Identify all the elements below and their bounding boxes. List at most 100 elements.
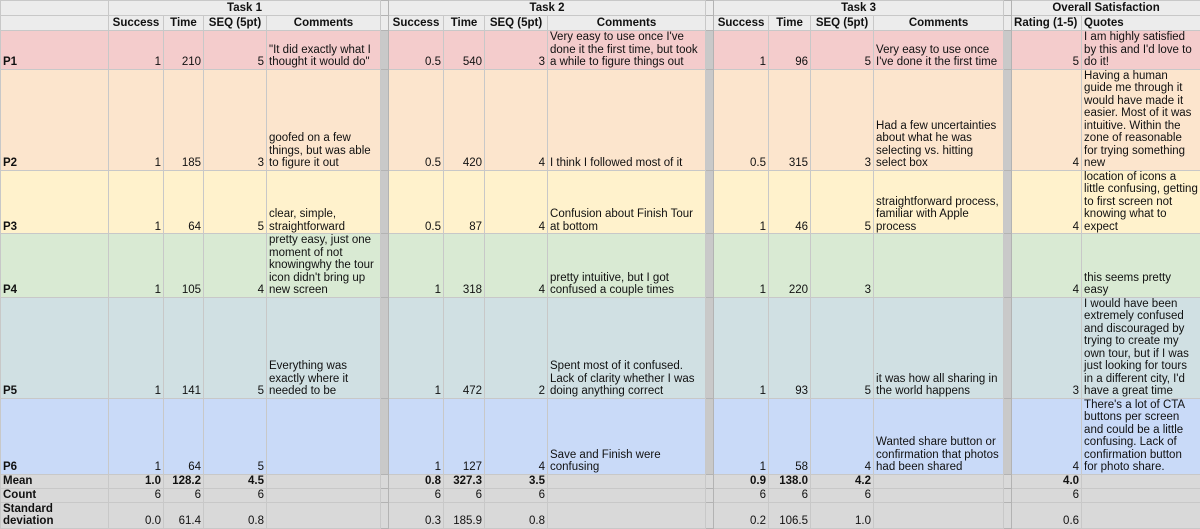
rating-cell: 4 <box>1012 234 1082 298</box>
task-1-seq-cell: 5 <box>204 297 267 398</box>
header-time: Time <box>769 16 811 31</box>
quote-summary <box>1082 502 1200 528</box>
column-separator <box>706 502 714 528</box>
header-seq: SEQ (5pt) <box>811 16 874 31</box>
column-separator <box>1004 1 1012 16</box>
task-2-seq-cell: 4 <box>485 170 548 234</box>
participant-label: P4 <box>1 234 109 298</box>
task-2-time-cell: 420 <box>444 69 485 170</box>
task-3-time-summary: 6 <box>769 488 811 502</box>
task-3-seq-cell: 4 <box>811 398 874 474</box>
rating-cell: 5 <box>1012 31 1082 70</box>
task-3-comment-summary <box>874 474 1004 488</box>
column-separator <box>1004 502 1012 528</box>
summary-label: Mean <box>1 474 109 488</box>
quote-summary <box>1082 474 1200 488</box>
rating-summary: 6 <box>1012 488 1082 502</box>
task-2-time-cell: 318 <box>444 234 485 298</box>
task-1-seq-cell: 5 <box>204 31 267 70</box>
quote-cell: location of icons a little confusing, ge… <box>1082 170 1200 234</box>
task-1-success-summary: 1.0 <box>109 474 164 488</box>
task-2-time-cell: 87 <box>444 170 485 234</box>
column-separator <box>381 31 389 70</box>
task-1-success-cell: 1 <box>109 69 164 170</box>
task-1-comment-cell: "It did exactly what I thought it would … <box>267 31 381 70</box>
column-separator <box>381 297 389 398</box>
task-3-comment-cell <box>874 234 1004 298</box>
task-1-comment-cell: goofed on a few things, but was able to … <box>267 69 381 170</box>
header-comments: Comments <box>874 16 1004 31</box>
task-2-seq-cell: 4 <box>485 398 548 474</box>
task-2-time-summary: 327.3 <box>444 474 485 488</box>
rating-cell: 4 <box>1012 170 1082 234</box>
task-3-time-cell: 315 <box>769 69 811 170</box>
task-2-comment-cell: Very easy to use once I've done it the f… <box>548 31 706 70</box>
column-separator <box>706 69 714 170</box>
task-3-time-cell: 220 <box>769 234 811 298</box>
column-separator <box>706 170 714 234</box>
task-2-comment-cell: I think I followed most of it <box>548 69 706 170</box>
task-2-comment-cell: Save and Finish were confusing <box>548 398 706 474</box>
column-separator <box>1004 297 1012 398</box>
task-3-comment-cell: straightforward process, familiar with A… <box>874 170 1004 234</box>
task-3-seq-summary: 1.0 <box>811 502 874 528</box>
task-2-success-cell: 0.5 <box>389 31 444 70</box>
column-separator <box>706 398 714 474</box>
task-3-seq-cell: 3 <box>811 234 874 298</box>
column-separator <box>381 398 389 474</box>
task-1-seq-cell: 5 <box>204 398 267 474</box>
participant-label: P6 <box>1 398 109 474</box>
task-1-time-cell: 105 <box>164 234 204 298</box>
task-2-time-cell: 127 <box>444 398 485 474</box>
task-3-comment-cell: Wanted share button or confirmation that… <box>874 398 1004 474</box>
task-3-comment-cell: Very easy to use once I've done it the f… <box>874 31 1004 70</box>
task-2-seq-cell: 2 <box>485 297 548 398</box>
header-row-groups: Task 1 Task 2 Task 3 Overall Satisfactio… <box>1 1 1200 16</box>
task-1-success-cell: 1 <box>109 31 164 70</box>
header-seq: SEQ (5pt) <box>485 16 548 31</box>
task-3-seq-cell: 3 <box>811 69 874 170</box>
header-rating: Rating (1-5) <box>1012 16 1082 31</box>
task-1-time-cell: 210 <box>164 31 204 70</box>
task-1-success-summary: 6 <box>109 488 164 502</box>
header-comments: Comments <box>267 16 381 31</box>
column-separator <box>706 31 714 70</box>
quote-cell: There's a lot of CTA buttons per screen … <box>1082 398 1200 474</box>
task-3-time-cell: 46 <box>769 170 811 234</box>
column-separator <box>1004 170 1012 234</box>
column-separator <box>381 488 389 502</box>
header-comments: Comments <box>548 16 706 31</box>
task-1-time-cell: 185 <box>164 69 204 170</box>
task-2-seq-cell: 4 <box>485 69 548 170</box>
task-3-success-cell: 1 <box>714 398 769 474</box>
task-2-time-cell: 540 <box>444 31 485 70</box>
header-overall-satisfaction: Overall Satisfaction <box>1012 1 1200 16</box>
task-1-time-cell: 64 <box>164 170 204 234</box>
summary-label: Count <box>1 488 109 502</box>
task-1-success-cell: 1 <box>109 234 164 298</box>
task-1-seq-cell: 5 <box>204 170 267 234</box>
task-3-seq-summary: 4.2 <box>811 474 874 488</box>
column-separator <box>381 474 389 488</box>
task-1-seq-cell: 4 <box>204 234 267 298</box>
column-separator <box>706 1 714 16</box>
column-separator <box>706 234 714 298</box>
column-separator <box>706 474 714 488</box>
header-success: Success <box>109 16 164 31</box>
task-3-comment-summary <box>874 502 1004 528</box>
quote-cell: this seems pretty easy <box>1082 234 1200 298</box>
task-2-success-summary: 0.3 <box>389 502 444 528</box>
task-3-success-cell: 1 <box>714 297 769 398</box>
task-2-success-summary: 6 <box>389 488 444 502</box>
task-1-seq-summary: 6 <box>204 488 267 502</box>
task-2-time-summary: 185.9 <box>444 502 485 528</box>
header-blank <box>1 1 109 16</box>
column-separator <box>1004 234 1012 298</box>
task-3-success-summary: 0.9 <box>714 474 769 488</box>
task-2-success-cell: 1 <box>389 297 444 398</box>
quote-cell: Having a human guide me through it would… <box>1082 69 1200 170</box>
